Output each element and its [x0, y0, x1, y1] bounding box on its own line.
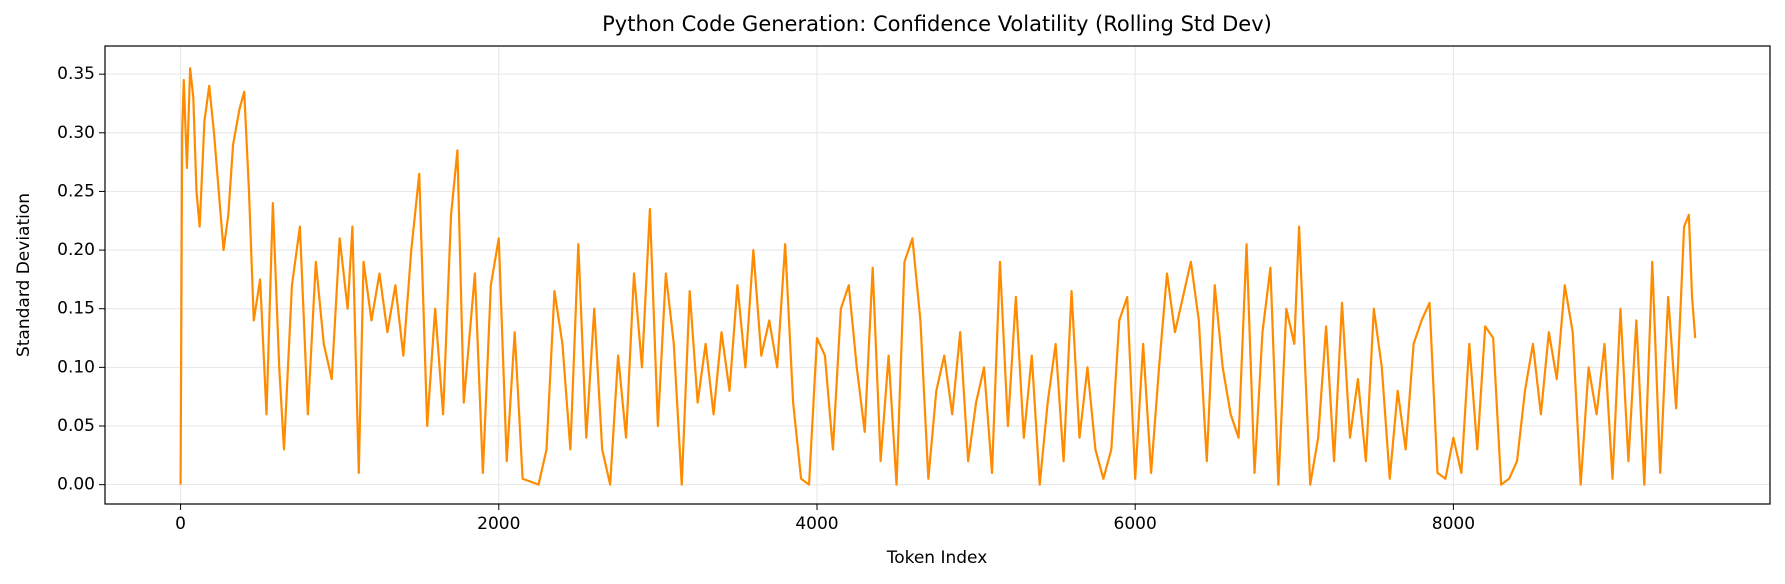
plot-frame: [104, 45, 1771, 505]
y-tick-label: 0.30: [57, 123, 95, 143]
x-tick-label: 6000: [1114, 514, 1157, 534]
y-tick-label: 0.10: [57, 357, 95, 377]
x-tick-label: 8000: [1432, 514, 1475, 534]
y-tick-label: 0.20: [57, 240, 95, 260]
y-tick-label: 0.25: [57, 181, 95, 201]
y-axis-label: Standard Deviation: [14, 193, 34, 357]
y-tick-label: 0.35: [57, 64, 95, 84]
x-tick-label: 0: [175, 514, 186, 534]
chart-title: Python Code Generation: Confidence Volat…: [602, 12, 1272, 36]
y-tick-label: 0.00: [57, 475, 95, 495]
y-tick-label: 0.05: [57, 416, 95, 436]
data-line: [179, 67, 1697, 486]
x-axis-label: Token Index: [886, 548, 988, 568]
x-tick-label: 2000: [477, 514, 520, 534]
x-tick-label: 4000: [795, 514, 838, 534]
y-tick-label: 0.15: [57, 299, 95, 319]
